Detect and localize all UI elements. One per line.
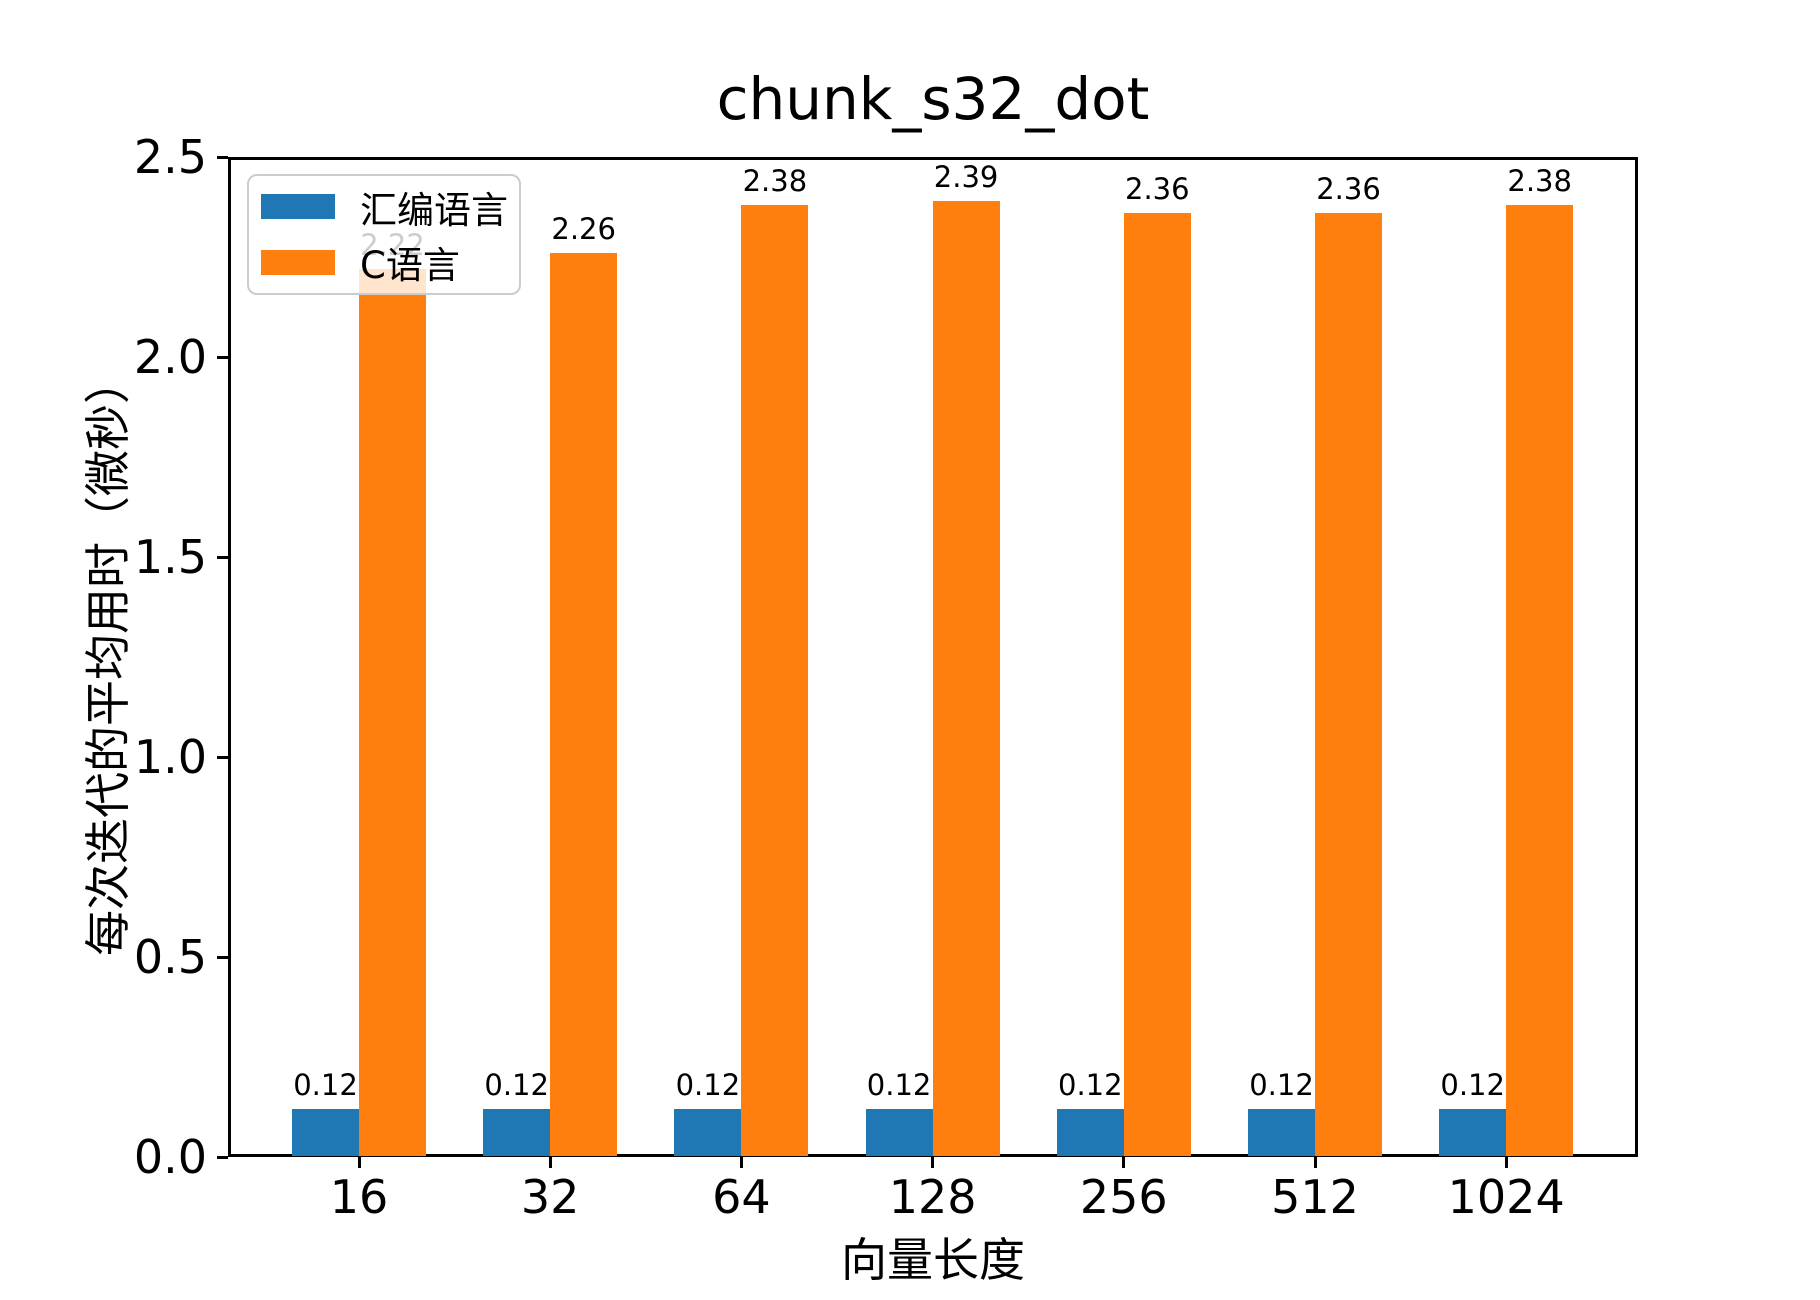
bar-c-1024	[1506, 205, 1574, 1156]
y-tick-label: 2.0	[133, 330, 207, 384]
bar-label: 0.12	[1249, 1068, 1314, 1102]
bar-label: 2.26	[551, 212, 616, 246]
y-axis-label: 每次迭代的平均用时（微秒）	[81, 358, 135, 956]
x-tick-mark	[1122, 1157, 1126, 1168]
y-tick-label: 1.5	[133, 530, 207, 584]
y-tick-mark	[217, 155, 228, 159]
bar-label: 0.12	[293, 1068, 358, 1102]
legend: 汇编语言 C语言	[247, 174, 521, 295]
bar-label: 2.38	[1507, 164, 1572, 198]
x-tick-mark	[1504, 1157, 1508, 1168]
x-tick-mark	[931, 1157, 935, 1168]
bar-label: 2.36	[1125, 172, 1190, 206]
x-tick-label-256: 256	[1079, 1170, 1168, 1224]
legend-item-assembly: 汇编语言	[261, 179, 508, 235]
y-tick-label: 1.0	[133, 730, 207, 784]
x-tick-label-32: 32	[520, 1170, 580, 1224]
y-tick-mark	[217, 755, 228, 759]
bar-c-32	[550, 253, 618, 1156]
legend-swatch-c	[261, 249, 335, 275]
y-tick-label: 2.5	[133, 130, 207, 184]
bar-assembly-32	[483, 1109, 551, 1156]
y-tick-label: 0.5	[133, 930, 207, 984]
y-tick-mark	[217, 1155, 228, 1159]
bar-c-64	[741, 205, 809, 1156]
bar-assembly-16	[292, 1109, 359, 1156]
x-tick-label-128: 128	[888, 1170, 977, 1224]
bar-label: 0.12	[866, 1068, 932, 1102]
x-tick-label-1024: 1024	[1447, 1170, 1565, 1224]
bar-label: 0.12	[1058, 1068, 1123, 1102]
x-tick-label-64: 64	[712, 1170, 771, 1224]
x-tick-mark	[1313, 1157, 1317, 1168]
y-tick-label: 0.0	[133, 1130, 207, 1184]
chart-title: chunk_s32_dot	[716, 65, 1150, 133]
x-tick-mark	[357, 1157, 361, 1168]
bar-label: 0.12	[1440, 1068, 1505, 1102]
bar-label: 0.12	[484, 1068, 549, 1102]
legend-label-assembly: 汇编语言	[360, 188, 508, 232]
x-tick-mark	[548, 1157, 552, 1168]
bar-c-16	[359, 269, 426, 1156]
y-tick-mark	[217, 555, 228, 559]
x-tick-mark	[739, 1157, 743, 1168]
bar-assembly-1024	[1439, 1109, 1507, 1156]
x-tick-label-512: 512	[1271, 1170, 1359, 1224]
bar-assembly-512	[1248, 1109, 1315, 1156]
bar-c-128	[932, 201, 1000, 1156]
bar-label: 2.36	[1316, 172, 1381, 206]
bar-c-256	[1123, 213, 1191, 1156]
bar-assembly-64	[674, 1109, 742, 1156]
x-axis-label: 向量长度	[841, 1233, 1025, 1287]
y-tick-mark	[217, 355, 228, 359]
bar-label: 2.39	[933, 160, 999, 194]
legend-item-c: C语言	[261, 235, 507, 291]
bar-assembly-256	[1056, 1109, 1124, 1156]
x-tick-label-16: 16	[329, 1170, 389, 1224]
bar-c-512	[1315, 213, 1382, 1156]
bar-label: 0.12	[675, 1068, 741, 1102]
y-tick-mark	[217, 955, 228, 959]
bar-assembly-128	[865, 1109, 933, 1156]
legend-swatch-assembly	[261, 194, 335, 220]
legend-label-c: C语言	[360, 244, 460, 288]
bar-label: 2.38	[742, 164, 808, 198]
